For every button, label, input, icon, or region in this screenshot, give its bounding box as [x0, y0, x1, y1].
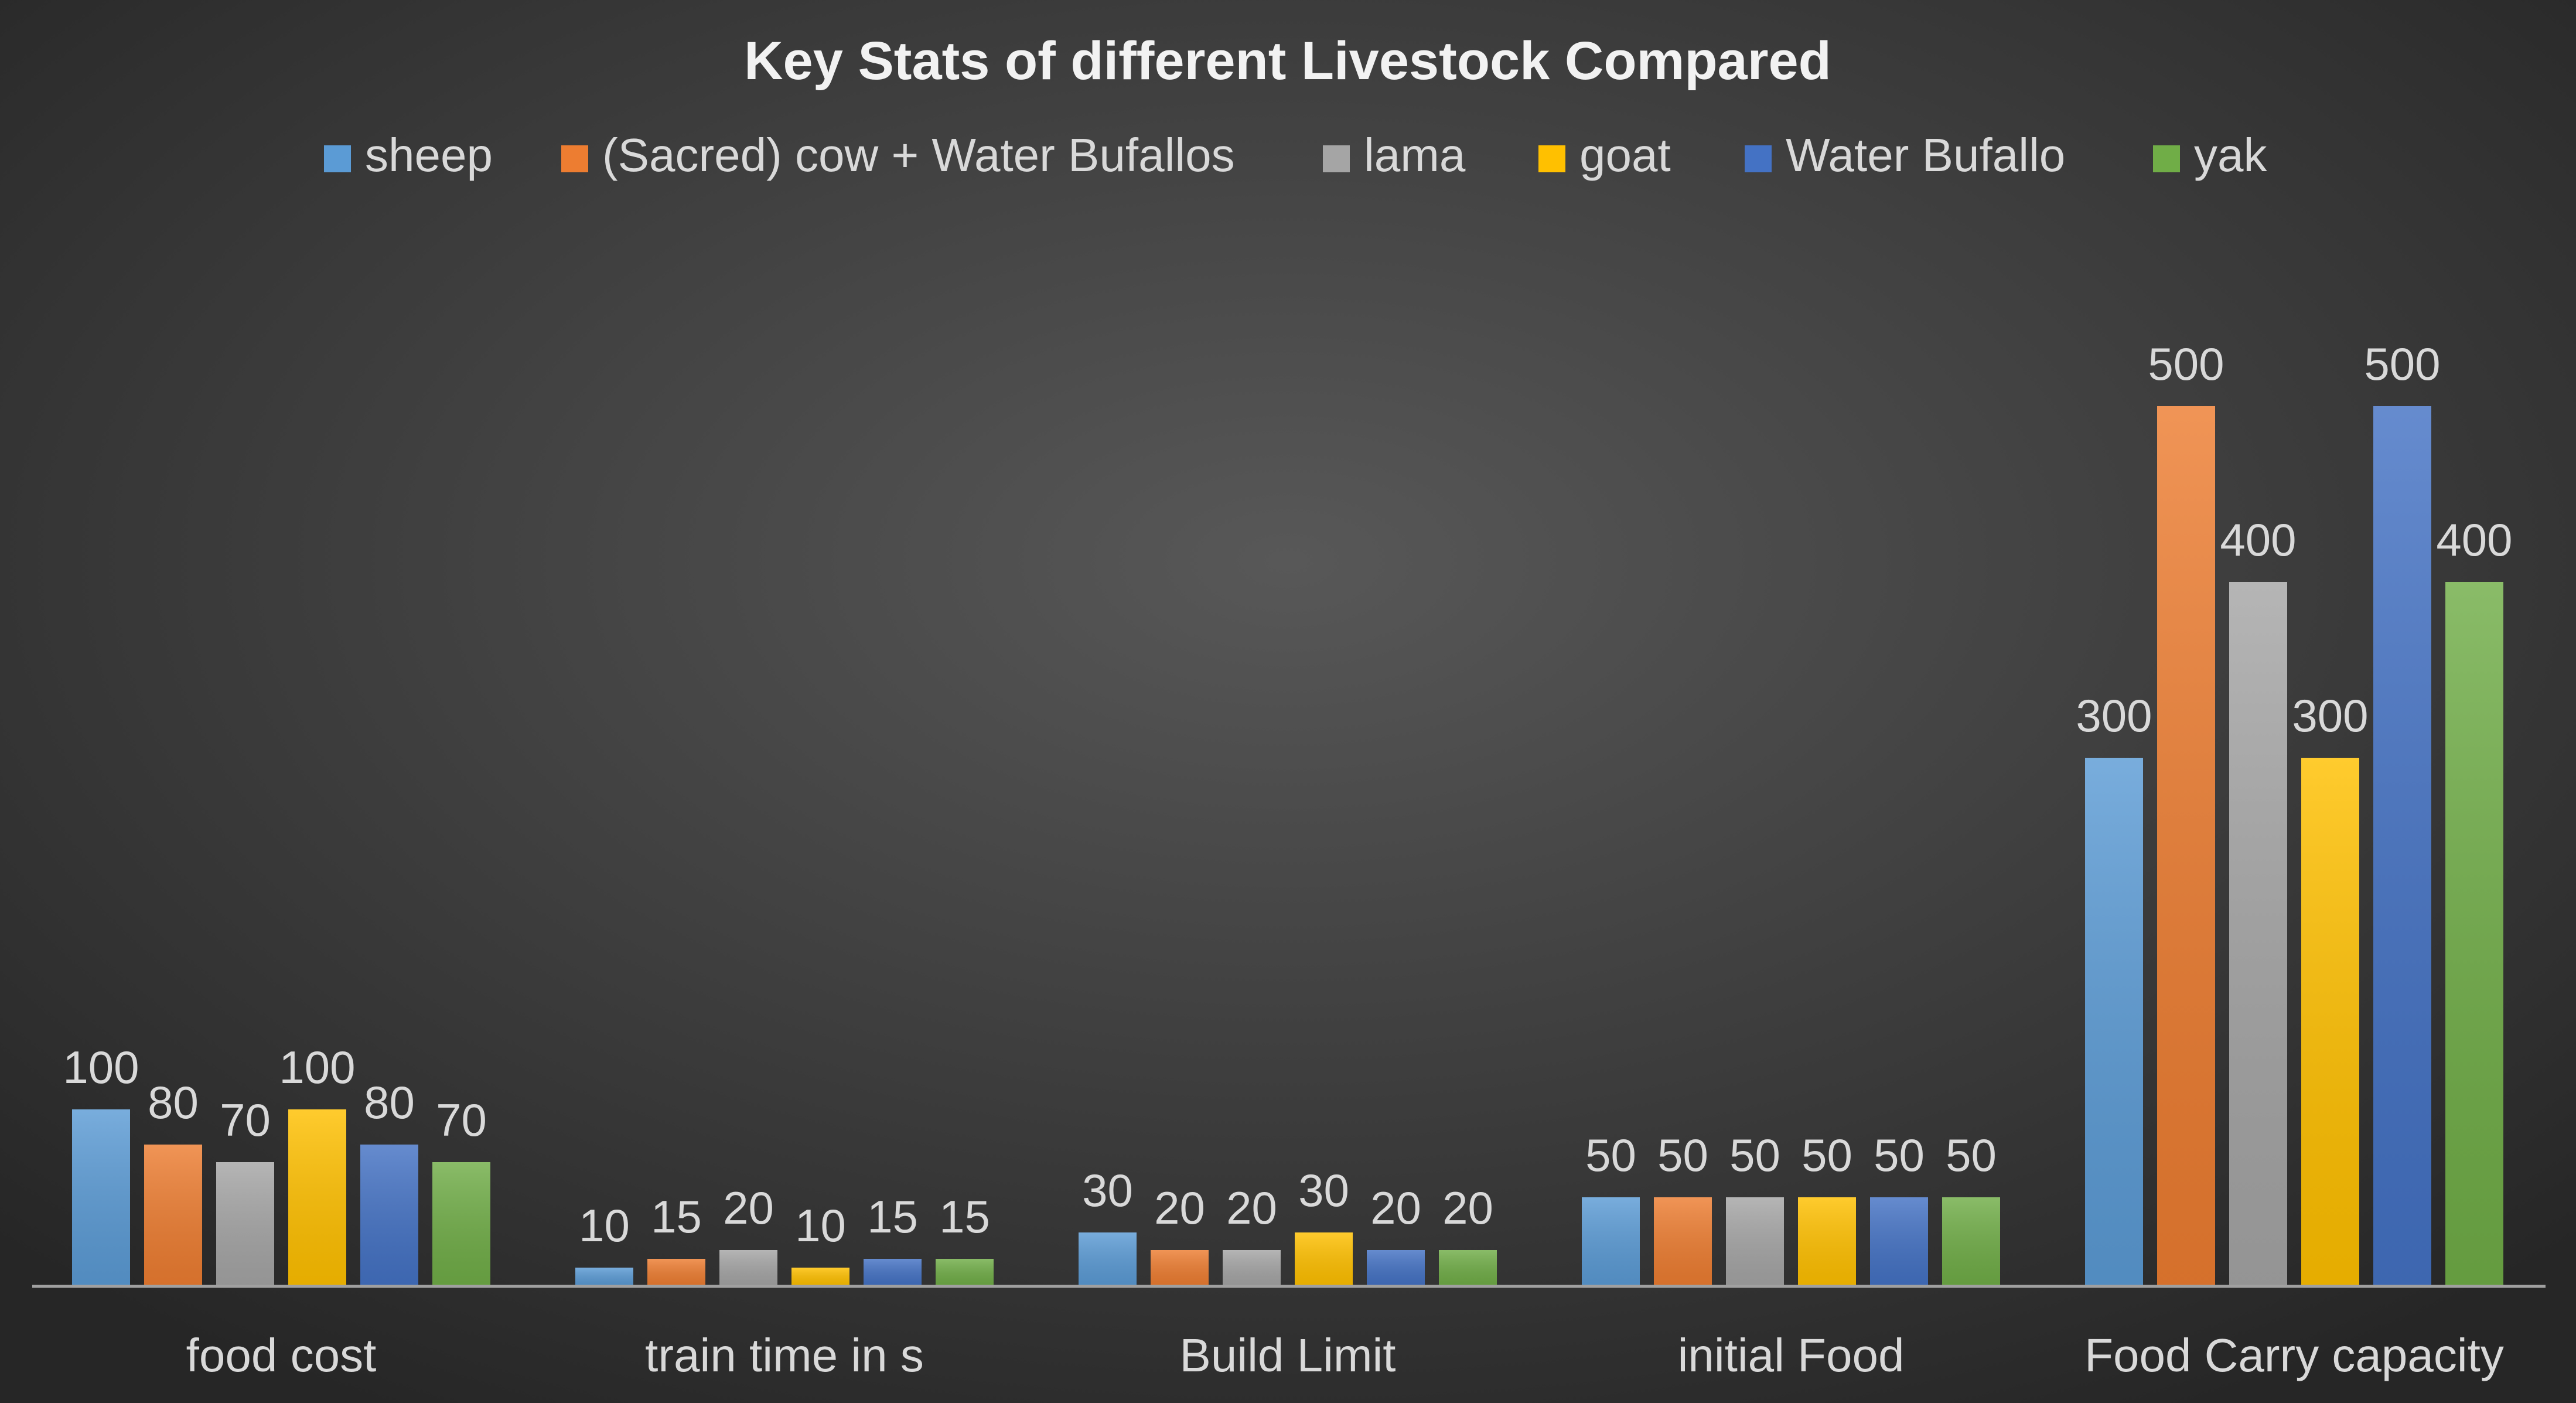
legend-label: (Sacred) cow + Water Bufallos: [602, 129, 1235, 181]
data-label: 100: [279, 1041, 355, 1093]
data-label: 20: [1226, 1182, 1277, 1234]
bar-shading: [1582, 1197, 1640, 1285]
bar-shading: [1439, 1250, 1497, 1285]
legend-item: (Sacred) cow + Water Bufallos: [561, 129, 1235, 181]
chart-title: Key Stats of different Livestock Compare…: [744, 31, 1831, 91]
data-label: 400: [2436, 514, 2512, 566]
bar-shading: [647, 1259, 705, 1285]
legend-swatch: [2153, 145, 2180, 172]
legend-item: sheep: [324, 129, 493, 181]
legend: sheep (Sacred) cow + Water Bufallos lama go…: [324, 129, 2267, 181]
data-label: 80: [148, 1077, 199, 1128]
bar-shading: [72, 1109, 130, 1285]
bar-shading: [2229, 582, 2287, 1285]
data-label: 50: [1585, 1129, 1636, 1181]
data-label: 20: [1154, 1182, 1205, 1234]
bar-shading: [791, 1268, 849, 1285]
category-label: initial Food: [1678, 1329, 1905, 1381]
data-label: 10: [579, 1200, 630, 1251]
data-label: 400: [2220, 514, 2296, 566]
legend-label: lama: [1364, 129, 1466, 181]
legend-item: lama: [1323, 129, 1466, 181]
bar-shading: [575, 1268, 633, 1285]
legend-swatch: [1538, 145, 1565, 172]
legend-label: goat: [1579, 129, 1671, 181]
legend-item: Water Bufallo: [1745, 129, 2065, 181]
legend-swatch: [561, 145, 588, 172]
bar-shading: [1798, 1197, 1856, 1285]
data-label: 20: [1442, 1182, 1493, 1234]
data-label: 10: [795, 1200, 846, 1251]
category-label: train time in s: [645, 1329, 924, 1381]
data-label: 15: [939, 1191, 990, 1242]
bar-shading: [144, 1145, 202, 1285]
bar-shading: [864, 1259, 922, 1285]
data-label: 50: [1729, 1129, 1780, 1181]
data-label: 15: [651, 1191, 702, 1242]
legend-swatch: [324, 145, 351, 172]
bar-shading: [216, 1162, 274, 1285]
bar-shading: [2301, 758, 2359, 1285]
bar-shading: [1654, 1197, 1712, 1285]
legend-item: yak: [2153, 129, 2267, 181]
bar-shading: [2373, 406, 2431, 1285]
bar-shading: [1295, 1232, 1353, 1285]
legend-label: Water Bufallo: [1786, 129, 2065, 181]
bar-shading: [719, 1250, 777, 1285]
bar-shading: [1079, 1232, 1137, 1285]
data-label: 50: [1657, 1129, 1708, 1181]
bar-shading: [360, 1145, 418, 1285]
data-label: 300: [2292, 690, 2368, 741]
legend-item: goat: [1538, 129, 1671, 181]
data-label: 30: [1082, 1164, 1133, 1216]
data-label: 80: [364, 1077, 415, 1128]
bar-shading: [1151, 1250, 1209, 1285]
data-label: 500: [2148, 338, 2224, 390]
bar-shading: [288, 1109, 346, 1285]
data-label: 30: [1298, 1164, 1349, 1216]
data-label: 50: [1802, 1129, 1852, 1181]
legend-label: sheep: [365, 129, 493, 181]
data-label: 20: [1370, 1182, 1421, 1234]
bar-shading: [1223, 1250, 1281, 1285]
data-label: 500: [2364, 338, 2440, 390]
data-label: 100: [63, 1041, 139, 1093]
data-label: 20: [723, 1182, 774, 1234]
data-label: 300: [2076, 690, 2152, 741]
bar-shading: [1942, 1197, 2000, 1285]
bar-shading: [2445, 582, 2503, 1285]
category-labels: food cost train time in s Build Limit initi…: [186, 1329, 2504, 1381]
category-label: food cost: [186, 1329, 377, 1381]
legend-swatch: [1323, 145, 1350, 172]
data-label: 50: [1946, 1129, 1997, 1181]
bar-shading: [1870, 1197, 1928, 1285]
bar-shading: [1726, 1197, 1784, 1285]
category-label: Build Limit: [1179, 1329, 1396, 1381]
data-label: 50: [1874, 1129, 1925, 1181]
bar-shading: [2157, 406, 2215, 1285]
data-label: 15: [867, 1191, 918, 1242]
bar-shading: [936, 1259, 994, 1285]
bar-shading: [432, 1162, 490, 1285]
legend-swatch: [1745, 145, 1772, 172]
bar-shading: [1367, 1250, 1425, 1285]
data-label: 70: [220, 1094, 271, 1146]
category-label: Food Carry capacity: [2084, 1329, 2504, 1381]
legend-label: yak: [2194, 129, 2267, 181]
bar-shading: [2085, 758, 2143, 1285]
data-label: 70: [436, 1094, 487, 1146]
